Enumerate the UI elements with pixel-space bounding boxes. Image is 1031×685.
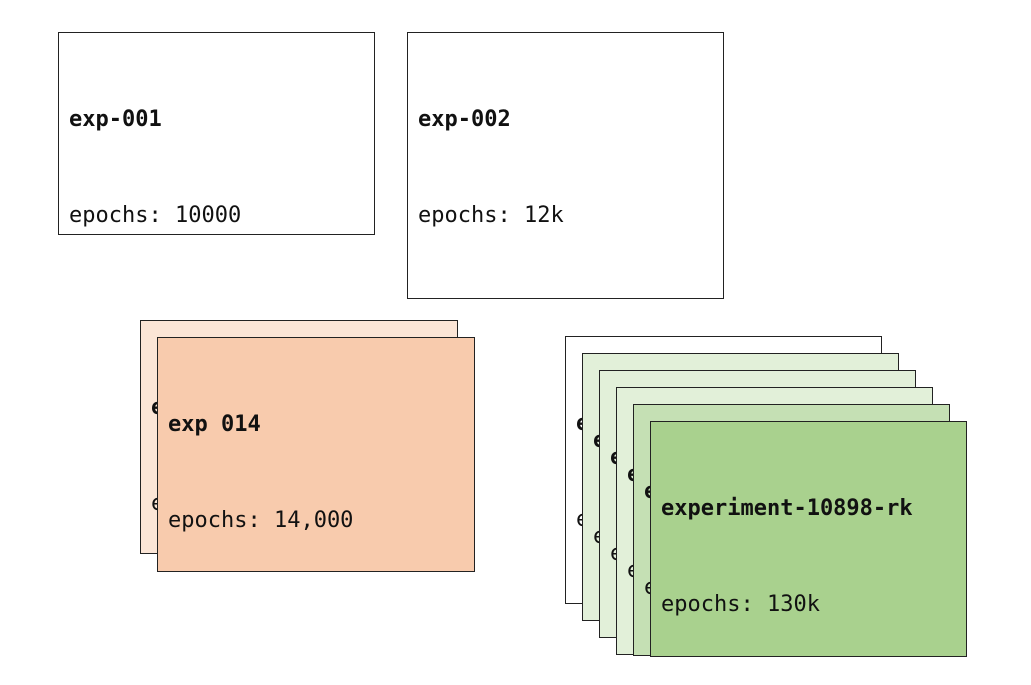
card-line-epochs: epochs: 14,000 <box>168 508 354 533</box>
card-line-threshold: threshold: 0.033 <box>418 296 713 298</box>
card-exp-001: exp-001 epochs: 10000 threshold: 0.027 N… <box>58 32 375 235</box>
card-title: exp-002 <box>418 107 511 132</box>
card-experiment-10898-rk: experiment-10898-rk epochs: 130k thresho… <box>650 421 967 657</box>
card-exp-002: exp-002 epochs: 12k threshold: 0.033 Not… <box>407 32 724 299</box>
card-title: exp 014 <box>168 412 261 437</box>
card-line-epochs: epochs: 12k <box>418 203 564 228</box>
card-title: experiment-10898-rk <box>661 496 913 521</box>
card-line-epochs: epochs: 130k <box>661 592 820 617</box>
card-line-epochs: epochs: 10000 <box>69 203 242 228</box>
card-exp-014: exp 014 epochs: 14,000 threshold: 23e-03… <box>157 337 475 572</box>
card-title: exp-001 <box>69 107 162 132</box>
